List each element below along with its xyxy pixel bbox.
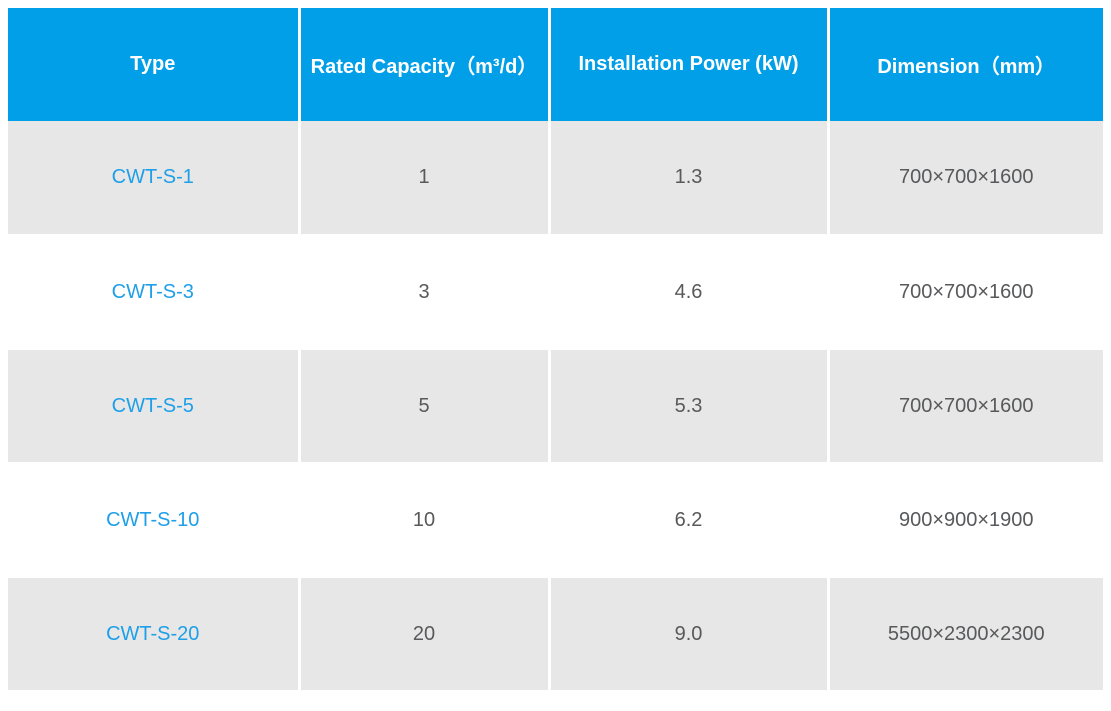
table-row: CWT-S-10 10 6.2 900×900×1900 bbox=[8, 463, 1103, 578]
dimension-cell: 700×700×1600 bbox=[828, 349, 1103, 464]
installation-power-cell: 4.6 bbox=[549, 235, 830, 350]
dimension-cell: 5500×2300×2300 bbox=[828, 577, 1103, 692]
column-header-type: Type bbox=[8, 8, 301, 121]
table-body: CWT-S-1 1 1.3 700×700×1600 CWT-S-3 3 4.6… bbox=[8, 121, 1103, 692]
column-header-dimension: Dimension（mm） bbox=[828, 8, 1103, 121]
type-link[interactable]: CWT-S-10 bbox=[8, 463, 301, 578]
rated-capacity-cell: 3 bbox=[299, 235, 551, 350]
installation-power-cell: 1.3 bbox=[549, 121, 830, 236]
column-header-rated-capacity: Rated Capacity（m³/d） bbox=[299, 8, 551, 121]
type-link[interactable]: CWT-S-1 bbox=[8, 121, 301, 236]
dimension-cell: 900×900×1900 bbox=[828, 463, 1103, 578]
table-header: Type Rated Capacity（m³/d） Installation P… bbox=[8, 8, 1103, 121]
installation-power-cell: 6.2 bbox=[549, 463, 830, 578]
table-row: CWT-S-5 5 5.3 700×700×1600 bbox=[8, 349, 1103, 464]
rated-capacity-cell: 5 bbox=[299, 349, 551, 464]
table-row: CWT-S-1 1 1.3 700×700×1600 bbox=[8, 121, 1103, 236]
type-link[interactable]: CWT-S-5 bbox=[8, 349, 301, 464]
table-row: CWT-S-20 20 9.0 5500×2300×2300 bbox=[8, 577, 1103, 692]
column-header-installation-power: Installation Power (kW) bbox=[549, 8, 830, 121]
header-row: Type Rated Capacity（m³/d） Installation P… bbox=[8, 8, 1103, 121]
installation-power-cell: 9.0 bbox=[549, 577, 830, 692]
type-link[interactable]: CWT-S-20 bbox=[8, 577, 301, 692]
dimension-cell: 700×700×1600 bbox=[828, 235, 1103, 350]
table-row: CWT-S-3 3 4.6 700×700×1600 bbox=[8, 235, 1103, 350]
product-spec-table: Type Rated Capacity（m³/d） Installation P… bbox=[8, 8, 1103, 692]
rated-capacity-cell: 1 bbox=[299, 121, 551, 236]
rated-capacity-cell: 20 bbox=[299, 577, 551, 692]
rated-capacity-cell: 10 bbox=[299, 463, 551, 578]
installation-power-cell: 5.3 bbox=[549, 349, 830, 464]
dimension-cell: 700×700×1600 bbox=[828, 121, 1103, 236]
type-link[interactable]: CWT-S-3 bbox=[8, 235, 301, 350]
